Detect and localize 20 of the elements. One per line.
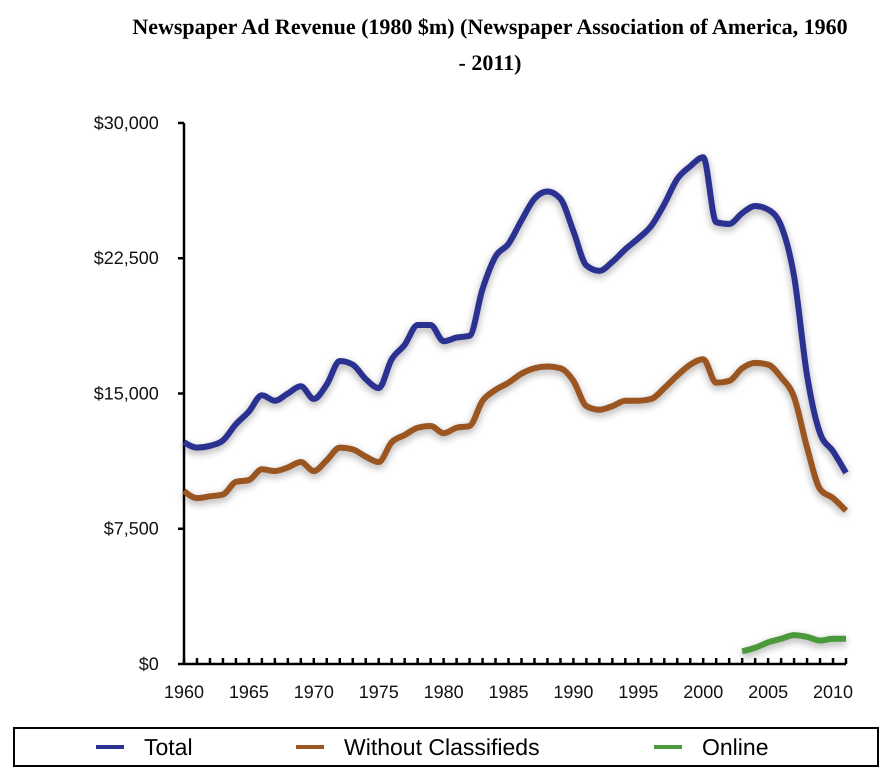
x-tick-label: 2010 <box>812 682 854 702</box>
x-tick-label: 1960 <box>164 682 204 702</box>
y-tick-label: $7,500 <box>104 518 159 539</box>
legend-label: Without Classifieds <box>344 734 540 760</box>
x-tick-label: 2000 <box>683 682 724 702</box>
chart-title: Newspaper Ad Revenue (1980 $m) (Newspaper Association of America, 1960 - 2011) <box>132 14 848 75</box>
x-tick-label: 1985 <box>488 682 529 702</box>
x-tick-label: 1975 <box>358 682 399 702</box>
legend-label: Online <box>702 734 768 760</box>
y-tick-label: $30,000 <box>94 112 159 133</box>
x-tick-label: 1980 <box>424 682 464 702</box>
x-tick-label: 1995 <box>618 682 658 702</box>
y-tick-label: $22,500 <box>94 248 159 268</box>
x-tick-label: 1990 <box>553 682 594 702</box>
legend-label: Total <box>144 734 193 760</box>
x-tick-label: 2005 <box>748 682 788 702</box>
x-tick-label: 1970 <box>294 682 334 702</box>
x-tick-label: 1965 <box>228 682 269 702</box>
y-tick-label: $0 <box>138 654 159 674</box>
y-tick-label: $15,000 <box>94 383 159 404</box>
